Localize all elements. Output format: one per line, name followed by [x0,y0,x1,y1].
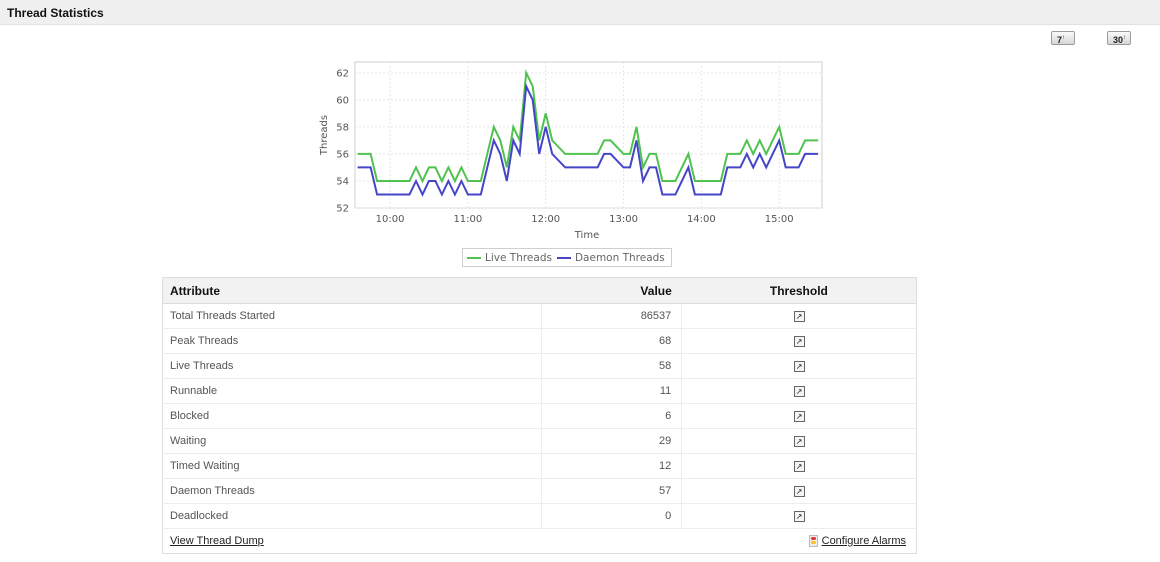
row-value: 11 [541,378,683,404]
row-attribute: Live Threads [162,353,543,379]
series-daemon-threads-line [357,82,819,197]
y-tick-label: 54 [336,176,349,187]
thread-chart: 52 54 56 58 60 62 10:00 11:00 12:00 13:00 14:00 15… [310,55,830,270]
row-value: 12 [541,453,683,479]
row-attribute: Total Threads Started [162,303,543,329]
configure-alarms-link[interactable]: Configure Alarms [821,534,906,547]
y-tick-label: 52 [336,204,349,215]
x-tick-label: 12:00 [531,214,560,225]
x-tick-label: 13:00 [609,214,638,225]
chart-legend: Live Threads Daemon Threads [462,248,672,267]
y-axis-label: Threads [319,115,330,156]
table-footer-row: View Thread Dump Configure Alarms [163,529,917,554]
edit-threshold-icon[interactable]: ↗ [793,311,805,322]
edit-threshold-icon[interactable]: ↗ [793,411,805,422]
thread-stats-table: Attribute Value Threshold Total Threads … [162,277,917,554]
table-row: Total Threads Started 86537 ↗ [162,303,917,329]
period-7-sup: ↑ [1062,35,1066,41]
period-30-label: 30 [1113,35,1124,45]
edit-threshold-icon[interactable]: ↗ [793,361,805,372]
row-value: 68 [541,328,683,354]
panel-header: Thread Statistics [0,0,1160,25]
period-7-label: 7 [1057,35,1063,45]
x-axis-label: Time [574,230,599,241]
thread-chart-svg: 52 54 56 58 60 62 10:00 11:00 12:00 13:00 14:00 15… [319,61,823,241]
panel-title: Thread Statistics [7,6,104,20]
row-value: 6 [541,403,683,429]
legend-swatch-live [467,256,481,259]
row-attribute: Peak Threads [162,328,543,354]
x-tick-label: 15:00 [765,214,794,225]
edit-threshold-icon[interactable]: ↗ [793,511,805,522]
y-tick-label: 62 [336,68,349,79]
y-tick-label: 56 [336,149,349,160]
legend-label-daemon: Daemon Threads [574,251,665,264]
row-attribute: Waiting [162,428,543,454]
x-tick-label: 14:00 [687,214,716,225]
traffic-light-icon [808,535,818,548]
table-row: Timed Waiting 12 ↗ [162,453,917,479]
plot-area [354,61,823,209]
row-value: 86537 [541,303,683,329]
table-row: Waiting 29 ↗ [162,428,917,454]
edit-threshold-icon[interactable]: ↗ [793,336,805,347]
row-value: 0 [541,503,683,529]
view-thread-dump-link[interactable]: View Thread Dump [170,535,264,547]
period-30-sup: ↑ [1123,35,1127,41]
header-threshold: Threshold [681,277,917,304]
series-live-threads-line [357,69,819,184]
table-row: Daemon Threads 57 ↗ [162,478,917,504]
x-tick-label: 10:00 [376,214,405,225]
period-7-days-button[interactable]: 7↑ [1051,31,1075,45]
edit-threshold-icon[interactable]: ↗ [793,461,805,472]
row-attribute: Runnable [162,378,543,404]
table-row: Peak Threads 68 ↗ [162,328,917,354]
edit-threshold-icon[interactable]: ↗ [793,386,805,397]
table-row: Blocked 6 ↗ [162,403,917,429]
row-attribute: Daemon Threads [162,478,543,504]
legend-swatch-daemon [556,256,571,259]
row-value: 58 [541,353,683,379]
edit-threshold-icon[interactable]: ↗ [793,486,805,497]
row-value: 57 [541,478,683,504]
header-attribute: Attribute [162,277,542,304]
table-header-row: Attribute Value Threshold [162,277,917,304]
row-attribute: Timed Waiting [162,453,543,479]
y-tick-label: 58 [336,122,349,133]
legend-item-live: Live Threads [467,252,552,264]
row-attribute: Blocked [162,403,543,429]
header-value: Value [541,277,682,304]
table-row: Live Threads 58 ↗ [162,353,917,379]
row-attribute: Deadlocked [162,503,543,529]
period-30-days-button[interactable]: 30↑ [1107,31,1131,45]
edit-threshold-icon[interactable]: ↗ [793,436,805,447]
x-tick-label: 11:00 [453,214,482,225]
table-row: Deadlocked 0 ↗ [162,503,917,529]
table-row: Runnable 11 ↗ [162,378,917,404]
legend-item-daemon: Daemon Threads [556,251,665,264]
y-tick-label: 60 [336,95,349,106]
legend-label-live: Live Threads [485,251,552,264]
row-value: 29 [541,428,683,454]
